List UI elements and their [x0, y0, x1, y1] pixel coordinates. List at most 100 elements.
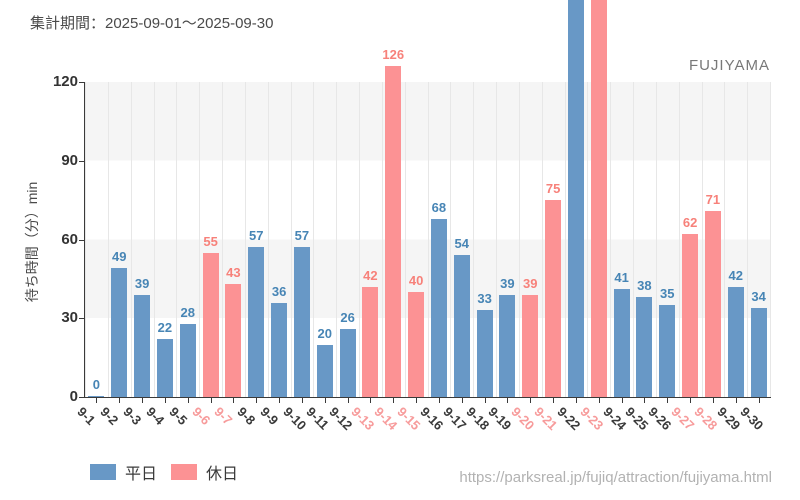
vertical-gridline: [199, 82, 201, 397]
x-tick-label-9-27: 9-27: [668, 404, 698, 434]
vertical-gridline: [336, 82, 338, 397]
x-axis-line: [85, 397, 771, 398]
x-tick-mark: [119, 398, 121, 403]
vertical-gridline: [541, 82, 543, 397]
x-tick-mark: [530, 398, 532, 403]
vertical-gridline: [222, 82, 223, 397]
x-tick-mark: [690, 398, 692, 403]
x-tick-mark: [507, 398, 509, 403]
vertical-gridline: [359, 82, 360, 397]
x-tick-label-9-19: 9-19: [485, 404, 515, 434]
x-tick-mark: [461, 398, 463, 403]
legend-label-weekday: 平日: [125, 466, 158, 483]
weekday-swatch-icon: [90, 464, 116, 480]
vertical-gridline: [85, 82, 86, 397]
vertical-gridline: [313, 82, 315, 397]
y-tick-mark: [79, 239, 84, 241]
chart-legend: 平日 休日: [90, 460, 238, 484]
vertical-gridline: [564, 82, 566, 397]
legend-label-holiday: 休日: [206, 466, 239, 483]
x-tick-label-9-22: 9-22: [554, 404, 584, 434]
vertical-gridline: [655, 82, 657, 397]
x-tick-mark: [142, 398, 144, 403]
vertical-gridline: [267, 82, 269, 397]
vertical-gridline: [678, 82, 680, 397]
x-tick-label-9-20: 9-20: [508, 404, 538, 434]
x-tick-mark: [712, 398, 714, 403]
vertical-gridline: [244, 82, 246, 397]
x-tick-label-9-26: 9-26: [645, 404, 675, 434]
vertical-gridline: [153, 82, 155, 397]
x-tick-mark: [96, 398, 98, 403]
x-tick-mark: [393, 398, 395, 403]
x-tick-mark: [735, 398, 737, 403]
vertical-gridline: [633, 82, 634, 397]
vertical-gridline: [404, 82, 406, 397]
x-tick-label-9-4: 9-4: [143, 404, 168, 428]
x-tick-label-9-29: 9-29: [714, 404, 744, 434]
x-tick-label-9-3: 9-3: [120, 404, 145, 428]
x-tick-mark: [667, 398, 669, 403]
x-tick-label-9-1: 9-1: [74, 404, 99, 428]
x-tick-label-9-15: 9-15: [394, 404, 424, 434]
x-tick-mark: [621, 398, 623, 403]
vertical-gridline: [381, 82, 383, 397]
vertical-gridline: [518, 82, 520, 397]
vertical-gridline: [290, 82, 292, 397]
x-tick-mark: [370, 398, 372, 403]
x-tick-mark: [484, 398, 486, 403]
x-tick-mark: [575, 398, 577, 403]
bar-value-label: 126: [382, 47, 405, 63]
vertical-gridline: [450, 82, 452, 397]
x-tick-label-9-14: 9-14: [371, 404, 401, 434]
holiday-swatch-icon: [171, 464, 198, 480]
x-tick-label-9-13: 9-13: [348, 404, 378, 434]
y-tick-label: 30: [61, 309, 78, 327]
x-tick-mark: [279, 398, 281, 403]
x-tick-label-9-7: 9-7: [211, 404, 236, 428]
x-tick-label-9-8: 9-8: [234, 404, 259, 428]
x-tick-label-9-23: 9-23: [577, 404, 607, 434]
x-tick-mark: [324, 398, 326, 403]
x-tick-mark: [210, 398, 212, 403]
vertical-gridline: [473, 82, 475, 397]
x-tick-mark: [598, 398, 600, 403]
x-tick-label-9-16: 9-16: [417, 404, 447, 434]
x-tick-label-9-5: 9-5: [166, 404, 191, 428]
legend-item-weekday[interactable]: 平日: [90, 460, 157, 484]
x-tick-mark: [233, 398, 235, 403]
x-tick-label-9-30: 9-30: [736, 404, 766, 434]
plot-area: [85, 82, 771, 397]
x-tick-mark: [416, 398, 418, 403]
x-tick-mark: [187, 398, 189, 403]
vertical-gridline: [587, 82, 589, 397]
y-tick-mark: [79, 82, 84, 83]
y-axis-line: [84, 82, 85, 398]
legend-item-holiday[interactable]: 休日: [171, 460, 238, 484]
vertical-gridline: [176, 82, 178, 397]
x-tick-label-9-21: 9-21: [531, 404, 561, 434]
x-tick-label-9-6: 9-6: [188, 404, 213, 428]
y-tick-label: 60: [61, 230, 78, 248]
y-tick-mark: [79, 160, 84, 162]
x-tick-mark: [347, 398, 349, 403]
vertical-gridline: [496, 82, 497, 397]
x-tick-label-9-10: 9-10: [280, 404, 310, 434]
y-tick-label: 90: [61, 151, 78, 169]
y-tick-mark: [79, 318, 84, 320]
x-tick-label-9-25: 9-25: [622, 404, 652, 434]
x-tick-mark: [644, 398, 646, 403]
x-tick-mark: [553, 398, 555, 403]
x-tick-mark: [758, 398, 760, 403]
x-tick-label-9-9: 9-9: [257, 404, 282, 428]
aggregation-period-title: 集計期間：2025-09-01～2025-09-30: [30, 15, 274, 32]
vertical-gridline: [107, 82, 109, 397]
x-tick-label-9-18: 9-18: [462, 404, 492, 434]
x-tick-label-9-28: 9-28: [691, 404, 721, 434]
y-tick-mark: [79, 397, 84, 398]
x-tick-mark: [256, 398, 258, 403]
x-tick-mark: [438, 398, 440, 403]
x-tick-mark: [301, 398, 303, 403]
x-tick-label-9-11: 9-11: [303, 404, 332, 433]
source-url-text: https://parksreal.jp/fujiq/attraction/fu…: [459, 469, 772, 486]
